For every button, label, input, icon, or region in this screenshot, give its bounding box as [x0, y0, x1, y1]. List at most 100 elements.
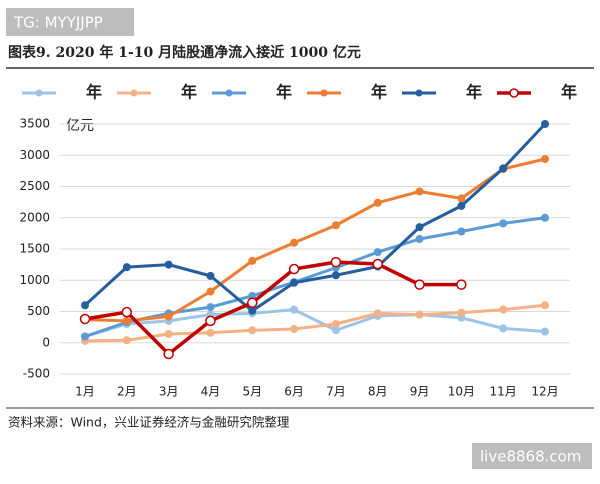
data-point — [122, 316, 131, 325]
data-point — [331, 221, 340, 230]
x-tick-label: 6月 — [284, 385, 304, 399]
legend-marker — [320, 89, 328, 97]
x-tick-label: 11月 — [490, 385, 517, 399]
legend-label: 年 — [181, 83, 197, 102]
y-tick-label: 2000 — [19, 210, 50, 224]
data-point — [372, 258, 383, 270]
legend-marker — [509, 88, 519, 98]
data-point — [499, 324, 508, 333]
data-point — [290, 278, 299, 287]
data-point — [331, 326, 340, 335]
y-axis-label: 亿元 — [66, 118, 94, 134]
data-point — [290, 305, 299, 314]
data-point — [415, 187, 424, 196]
watermark: TG: MYYJJPP — [13, 14, 103, 32]
data-point — [331, 271, 340, 280]
y-tick-label: 2500 — [19, 179, 50, 193]
source: 资料来源：Wind，兴业证券经济与金融研究院整理 — [8, 415, 290, 430]
legend-label: 年 — [466, 83, 482, 102]
data-point — [290, 238, 299, 247]
legend-label: 年 — [276, 83, 292, 102]
data-point — [121, 306, 133, 318]
series-line — [84, 308, 546, 338]
data-point — [164, 330, 173, 338]
data-point — [206, 328, 215, 337]
data-point — [541, 120, 549, 128]
data-point — [541, 155, 549, 163]
series-line — [84, 216, 546, 338]
data-point — [331, 320, 340, 328]
legend-label: 年 — [86, 83, 102, 102]
data-point — [164, 312, 173, 321]
chart-title: 图表9. 2020 年 1-10 月陆股通净流入接近 1000 亿元 — [8, 44, 361, 61]
data-point — [499, 219, 508, 228]
y-tick-label: 0 — [42, 335, 50, 349]
y-tick-label: 3500 — [19, 117, 50, 131]
x-tick-label: 3月 — [159, 385, 179, 399]
data-point — [330, 256, 342, 268]
series-line — [84, 260, 462, 356]
data-point — [81, 301, 89, 310]
watermark-box — [472, 443, 592, 469]
x-tick-label: 12月 — [531, 385, 558, 399]
data-point — [248, 326, 257, 335]
legend-marker — [130, 89, 138, 97]
data-point — [457, 194, 466, 203]
series-line — [84, 157, 546, 323]
legend-label: 年 — [371, 83, 387, 102]
data-point — [164, 260, 173, 269]
y-tick-label: 1000 — [19, 273, 50, 287]
data-point — [79, 313, 91, 325]
data-point — [248, 256, 257, 265]
data-point — [457, 308, 466, 317]
x-tick-label: 5月 — [242, 385, 262, 399]
data-point — [541, 327, 549, 336]
x-tick-label: 4月 — [201, 385, 221, 399]
data-point — [248, 291, 257, 300]
watermark: live8868.com — [480, 448, 581, 466]
data-point — [205, 315, 216, 327]
x-tick-label: 2月 — [117, 385, 137, 399]
data-point — [457, 201, 466, 210]
series-line — [83, 122, 547, 313]
x-tick-label: 1月 — [75, 385, 95, 399]
data-point — [541, 213, 549, 222]
y-tick-label: 1500 — [19, 242, 50, 256]
legend-marker — [225, 89, 233, 97]
data-point — [81, 332, 89, 341]
x-tick-label: 7月 — [326, 385, 346, 399]
data-point — [456, 279, 467, 290]
legend-marker — [35, 89, 43, 97]
series-line — [84, 303, 546, 343]
x-tick-label: 8月 — [368, 385, 388, 399]
data-point — [373, 309, 382, 318]
x-tick-label: 10月 — [448, 385, 475, 399]
data-point — [499, 305, 508, 314]
data-point — [122, 336, 131, 345]
x-tick-label: 9月 — [410, 385, 430, 399]
data-point — [247, 297, 258, 308]
data-point — [288, 263, 300, 275]
y-tick-label: 3000 — [19, 148, 50, 162]
data-point — [415, 310, 424, 319]
data-point — [499, 164, 508, 173]
data-point — [206, 271, 215, 280]
y-tick-label: 500 — [27, 304, 50, 318]
data-point — [457, 227, 466, 236]
data-point — [163, 348, 174, 360]
data-point — [414, 279, 425, 290]
watermark-box — [6, 8, 134, 36]
data-point — [541, 301, 549, 310]
data-point — [415, 223, 424, 232]
data-point — [122, 263, 131, 272]
legend-label: 年 — [561, 83, 577, 102]
data-point — [206, 303, 215, 312]
data-point — [206, 287, 215, 296]
data-point — [373, 198, 382, 207]
y-tick-label: -500 — [23, 367, 50, 381]
data-point — [415, 235, 424, 243]
data-point — [248, 306, 257, 315]
data-point — [373, 248, 382, 257]
legend-marker — [415, 89, 423, 97]
